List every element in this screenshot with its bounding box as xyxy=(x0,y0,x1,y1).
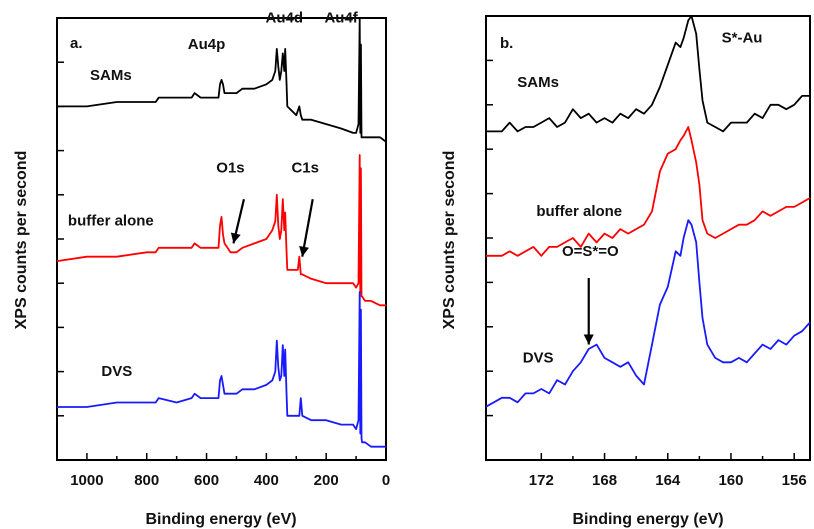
panel-a-series-buffer-alone xyxy=(56,154,386,307)
panel-a-annotation: Au4f xyxy=(324,9,358,26)
panel-b-annotation: buffer alone xyxy=(536,203,622,220)
panel-b-x-tick-label: 160 xyxy=(718,472,743,489)
panel-a-annotation: Au4p xyxy=(188,36,226,53)
panel-b-annotation: O=S*=O xyxy=(562,243,619,260)
panel-b-x-tick-label: 156 xyxy=(782,472,807,489)
panel-b-annotation: DVS xyxy=(523,349,554,366)
panel-a-x-tick-label: 1000 xyxy=(70,472,103,489)
panel-a-arrow-head xyxy=(299,245,309,257)
panel-a-y-axis-label: XPS counts per second xyxy=(13,151,30,330)
panel-a-label: a. xyxy=(70,35,83,52)
panel-b-annotation: SAMs xyxy=(517,74,559,91)
panel-a-x-tick-label: 800 xyxy=(134,472,159,489)
panel-a-annotation: C1s xyxy=(291,160,319,177)
panel-a-series-dvs xyxy=(57,291,386,448)
panel-a-x-tick-label: 200 xyxy=(314,472,339,489)
panel-b-series-dvs xyxy=(485,219,811,408)
panel-a-x-tick-label: 600 xyxy=(194,472,219,489)
panel-b-x-tick-label: 172 xyxy=(529,472,554,489)
panel-b-y-axis-label: XPS counts per second xyxy=(441,151,458,330)
panel-a-series-sams xyxy=(57,17,387,143)
panel-a-plot-frame xyxy=(56,17,387,461)
panel-b-x-tick-label: 164 xyxy=(655,472,681,489)
panel-b-arrow-head xyxy=(583,334,594,345)
panel-a-annotation: SAMs xyxy=(90,67,132,84)
panel-b-label: b. xyxy=(500,35,513,52)
panel-a-chart: 1000 800 600 400 200 0 Au4p Au4d Au4f O1s C1s SAMs… xyxy=(13,9,390,528)
panel-a-x-axis-label: Binding energy (eV) xyxy=(145,511,296,528)
panel-a-annotation: DVS xyxy=(101,363,132,380)
panel-b-series-buffer-alone xyxy=(486,126,811,257)
panel-b-x-tick-label: 168 xyxy=(592,472,617,489)
panel-a-arrow-head xyxy=(230,232,241,244)
panel-b-chart: 172 168 164 160 156 S*-Au SAMs buffer alone O=S… xyxy=(441,15,811,528)
panel-a-annotation: buffer alone xyxy=(68,213,154,230)
panel-a-x-tick-label: 400 xyxy=(254,472,279,489)
panel-b-x-axis-label: Binding energy (eV) xyxy=(572,511,723,528)
panel-a-annotation: Au4d xyxy=(266,9,304,26)
panel-b-series-sams xyxy=(486,15,810,133)
panel-a-annotation: O1s xyxy=(216,160,244,177)
panel-a-x-tick-label: 0 xyxy=(382,472,390,489)
panel-b-annotation: S*-Au xyxy=(722,30,763,47)
